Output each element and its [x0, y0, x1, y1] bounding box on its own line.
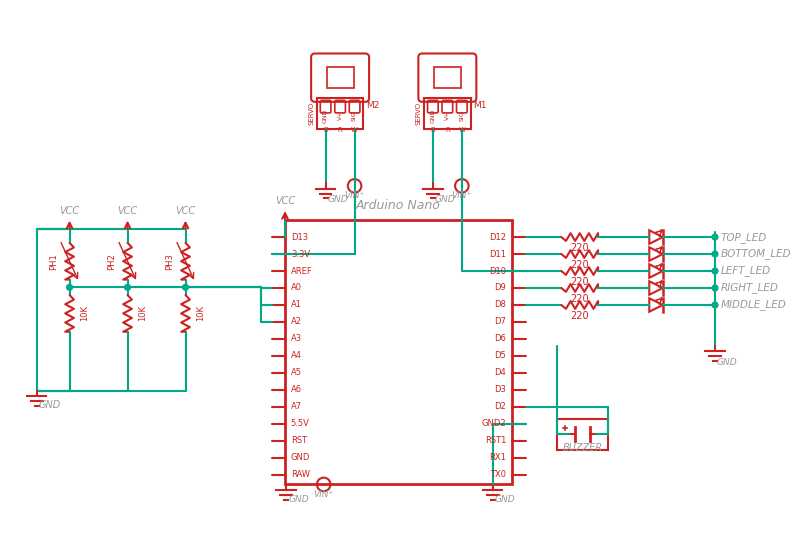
Text: VCC: VCC — [59, 206, 80, 216]
Text: PH3: PH3 — [166, 253, 174, 270]
Text: 220: 220 — [570, 294, 589, 303]
Text: VCC: VCC — [175, 206, 195, 216]
Circle shape — [712, 285, 718, 291]
Bar — [326, 67, 354, 88]
Text: PH2: PH2 — [107, 253, 117, 270]
Text: RST: RST — [291, 437, 307, 445]
Text: B: B — [430, 127, 435, 133]
Text: R: R — [338, 127, 342, 133]
Text: M2: M2 — [366, 101, 379, 110]
Text: LEFT_LED: LEFT_LED — [721, 265, 771, 277]
Text: D9: D9 — [494, 284, 506, 293]
Text: VIN⁺: VIN⁺ — [345, 192, 365, 201]
Text: A7: A7 — [291, 402, 302, 411]
Text: 10K: 10K — [138, 305, 147, 322]
Circle shape — [712, 268, 718, 274]
Text: V+: V+ — [338, 111, 342, 120]
Circle shape — [125, 285, 130, 290]
Text: M1: M1 — [474, 101, 487, 110]
Text: PH1: PH1 — [50, 253, 58, 270]
Bar — [317, 98, 363, 129]
Text: BUZZER: BUZZER — [562, 442, 602, 453]
Text: 220: 220 — [570, 242, 589, 253]
Text: 3.3V: 3.3V — [291, 249, 310, 258]
Bar — [285, 220, 512, 484]
Text: 220: 220 — [570, 310, 589, 320]
Text: SERVO: SERVO — [415, 102, 422, 125]
Text: RST1: RST1 — [485, 437, 506, 445]
Text: GND: GND — [291, 453, 310, 462]
Text: 220: 220 — [570, 259, 589, 270]
Text: VCC: VCC — [118, 206, 138, 216]
Text: VIN⁺: VIN⁺ — [452, 192, 472, 201]
Text: R: R — [445, 127, 450, 133]
Text: D12: D12 — [490, 233, 506, 242]
Text: 5.5V: 5.5V — [291, 419, 310, 429]
Text: TOP_LED: TOP_LED — [721, 232, 767, 242]
Text: VCC: VCC — [275, 196, 295, 206]
Circle shape — [712, 302, 718, 308]
Text: BOTTOM_LED: BOTTOM_LED — [721, 249, 791, 259]
Text: GND: GND — [717, 358, 738, 367]
Text: GND: GND — [430, 108, 435, 123]
Text: SERVO: SERVO — [308, 102, 314, 125]
Text: SIG: SIG — [459, 110, 464, 120]
Bar — [434, 67, 461, 88]
Text: D3: D3 — [494, 385, 506, 394]
Text: B: B — [323, 127, 328, 133]
Text: D11: D11 — [490, 249, 506, 258]
Text: GND: GND — [327, 195, 348, 204]
Circle shape — [712, 251, 718, 257]
Text: D6: D6 — [494, 334, 506, 343]
Text: RAW: RAW — [291, 470, 310, 479]
Bar — [326, 67, 354, 88]
Text: D7: D7 — [494, 317, 506, 326]
Text: GND: GND — [434, 195, 455, 204]
Text: 10K: 10K — [196, 305, 205, 322]
Text: RX1: RX1 — [490, 453, 506, 462]
Text: RIGHT_LED: RIGHT_LED — [721, 282, 778, 294]
Bar — [434, 67, 461, 88]
Text: Arduino Nano: Arduino Nano — [356, 199, 441, 212]
Text: AREF: AREF — [291, 266, 313, 276]
Text: W: W — [351, 127, 358, 133]
Text: A3: A3 — [291, 334, 302, 343]
Text: V+: V+ — [445, 111, 450, 120]
Text: A4: A4 — [291, 351, 302, 361]
Circle shape — [66, 285, 73, 290]
Text: MIDDLE_LED: MIDDLE_LED — [721, 300, 786, 310]
Text: GND: GND — [323, 108, 328, 123]
Text: VIN⁺: VIN⁺ — [314, 490, 334, 499]
Text: D4: D4 — [494, 369, 506, 377]
Text: GND2: GND2 — [482, 419, 506, 429]
Text: GND: GND — [494, 495, 515, 504]
Text: SIG: SIG — [352, 110, 357, 120]
Text: 220: 220 — [570, 277, 589, 287]
Text: A0: A0 — [291, 284, 302, 293]
Text: D13: D13 — [291, 233, 308, 242]
Bar — [558, 419, 608, 449]
Circle shape — [182, 285, 189, 290]
Text: 10K: 10K — [80, 305, 89, 322]
Text: A1: A1 — [291, 301, 302, 309]
Text: D2: D2 — [494, 402, 506, 411]
Text: GND: GND — [289, 495, 310, 504]
Text: D8: D8 — [494, 301, 506, 309]
Text: D10: D10 — [490, 266, 506, 276]
Circle shape — [712, 234, 718, 240]
Bar — [424, 98, 470, 129]
Text: A2: A2 — [291, 317, 302, 326]
Text: D5: D5 — [494, 351, 506, 361]
Text: A5: A5 — [291, 369, 302, 377]
Text: TX0: TX0 — [490, 470, 506, 479]
Text: GND: GND — [38, 400, 61, 410]
Text: A6: A6 — [291, 385, 302, 394]
Text: W: W — [458, 127, 466, 133]
